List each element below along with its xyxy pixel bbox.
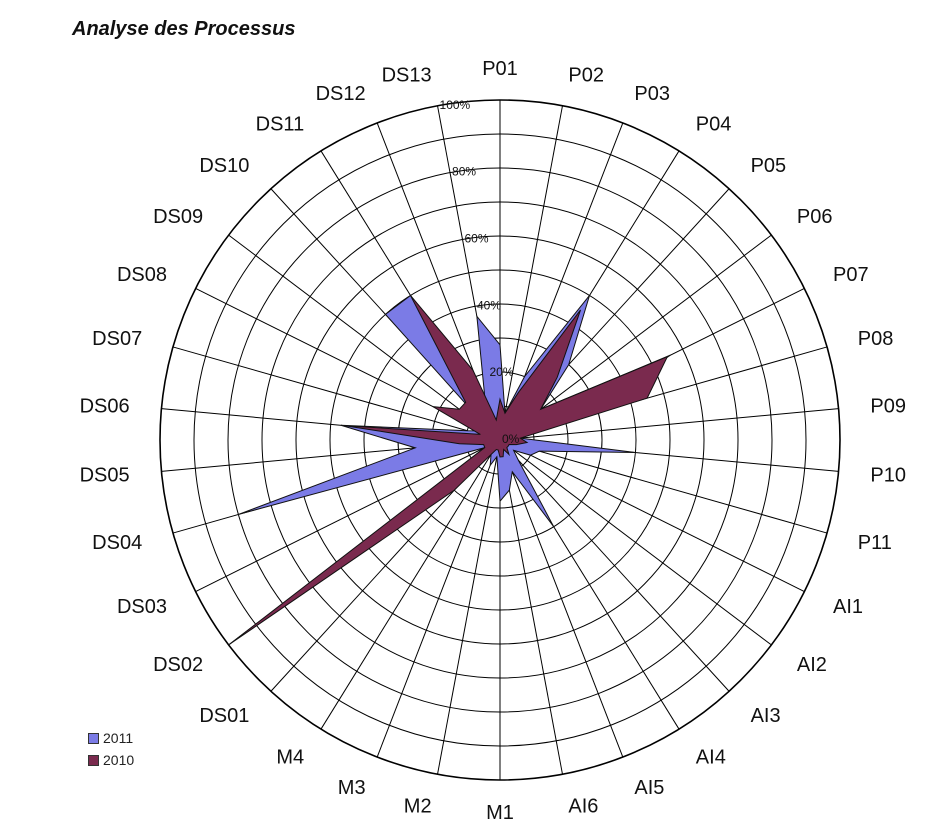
spoke-ds09 [228,234,501,441]
tick-label-80-: 80% [452,165,476,179]
category-label-ds11: DS11 [256,114,305,136]
category-label-ai1: AI1 [833,596,863,618]
spoke-ai1 [499,439,805,592]
tick-label-20-: 20% [490,365,514,379]
spoke-p02 [499,105,563,441]
category-label-ai5: AI5 [634,777,664,799]
legend-label-2010: 2010 [103,752,135,768]
category-label-ai2: AI2 [797,654,827,676]
legend-swatch-2010 [88,754,99,766]
radar-ticks: 0% 20% 40% 60% 80% 100% [440,98,520,446]
spoke-ds03 [195,439,501,592]
radar-series [228,294,671,646]
category-label-p10: P10 [870,464,906,486]
legend-swatch-2011 [88,732,99,744]
category-label-p02: P02 [568,64,604,86]
category-label-p03: P03 [634,83,670,105]
category-label-p07: P07 [833,264,869,286]
spoke-ai5 [499,439,624,758]
category-label-p05: P05 [751,155,787,177]
category-label-p04: P04 [696,114,732,136]
category-label-ds01: DS01 [199,705,249,727]
category-label-m4: M4 [276,746,304,768]
category-label-ai4: AI4 [696,746,726,768]
category-label-ds04: DS04 [92,532,142,554]
category-label-ds05: DS05 [80,464,130,486]
category-label-p01: P01 [482,58,518,80]
spoke-p06 [499,234,772,441]
spoke-p11 [499,439,828,534]
tick-label-0-: 0% [502,432,520,446]
spoke-p09 [499,408,839,441]
category-label-ds12: DS12 [316,83,366,105]
category-label-ds06: DS06 [80,396,130,418]
spoke-m2 [437,439,501,775]
spoke-m3 [376,439,501,758]
category-label-p06: P06 [797,206,833,228]
tick-label-60-: 60% [465,231,489,245]
category-label-p11: P11 [858,532,892,554]
tick-label-100-: 100% [440,98,471,112]
category-label-ds07: DS07 [92,328,142,350]
category-labels: P01 P02 P03 P04 P05 P06 P07 P08 P09 P10 P11 AI1 AI2 A… [80,58,906,824]
category-label-ds10: DS10 [199,155,249,177]
category-label-m1: M1 [486,802,514,824]
category-label-m3: M3 [338,777,366,799]
category-label-p08: P08 [858,328,894,350]
spoke-ai3 [499,439,730,692]
legend: 2011 2010 [88,727,134,771]
legend-item-2011: 2011 [88,727,134,749]
category-label-ds13: DS13 [382,64,432,86]
legend-label-2011: 2011 [103,730,134,746]
category-label-ds09: DS09 [153,206,203,228]
category-label-m2: M2 [404,796,432,818]
category-label-ai6: AI6 [568,796,598,818]
spoke-m4 [320,439,501,730]
spoke-ai6 [499,439,563,775]
chart-title: Analyse des Processus [72,18,296,40]
category-label-p09: P09 [870,396,906,418]
category-label-ds03: DS03 [117,596,167,618]
category-label-ds08: DS08 [117,264,167,286]
spoke-ai2 [499,439,772,646]
spoke-ds07 [172,346,501,441]
category-label-ds02: DS02 [153,654,203,676]
category-label-ai3: AI3 [751,705,781,727]
tick-label-40-: 40% [477,298,501,312]
legend-item-2010: 2010 [88,749,134,771]
series-polygon-2010 [228,295,669,646]
